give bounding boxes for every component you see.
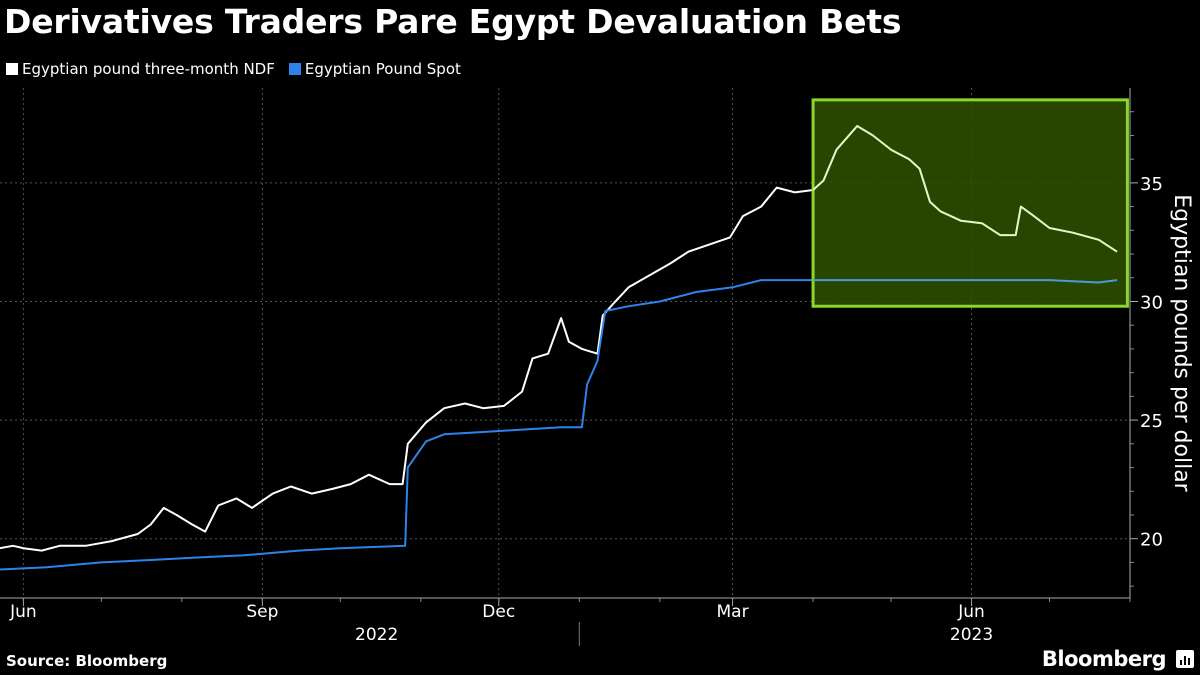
legend: Egyptian pound three-month NDF Egyptian … — [6, 60, 461, 78]
highlight-box — [811, 98, 1129, 308]
legend-label-spot: Egyptian Pound Spot — [304, 60, 461, 78]
x-tick-label: Sep — [246, 602, 278, 622]
y-tick-label: 30 — [1140, 292, 1163, 313]
year-label: 2023 — [950, 625, 993, 645]
y-tick-label: 35 — [1140, 174, 1163, 195]
x-tick-label: Mar — [717, 602, 749, 622]
x-tick-label: Jun — [9, 602, 37, 622]
x-tick-label: Dec — [482, 602, 515, 622]
legend-swatch-ndf — [6, 63, 18, 75]
chart-title: Derivatives Traders Pare Egypt Devaluati… — [4, 2, 902, 41]
y-axis-label: Egyptian pounds per dollar — [1169, 194, 1194, 492]
y-tick-label: 20 — [1140, 530, 1163, 551]
brand-logo: Bloomberg — [1041, 647, 1167, 671]
legend-item-spot: Egyptian Pound Spot — [288, 60, 461, 78]
year-label: 2022 — [355, 625, 398, 645]
bloomberg-icon — [1176, 650, 1194, 668]
y-tick-label: 25 — [1140, 411, 1163, 432]
ndf-line-highlighted — [812, 125, 1118, 253]
source-note: Source: Bloomberg — [6, 652, 168, 670]
legend-label-ndf: Egyptian pound three-month NDF — [22, 60, 275, 78]
legend-item-ndf: Egyptian pound three-month NDF — [6, 60, 275, 78]
x-tick-label: Jun — [957, 602, 985, 622]
spot-line-highlighted — [813, 279, 1118, 284]
legend-swatch-spot — [288, 63, 301, 75]
